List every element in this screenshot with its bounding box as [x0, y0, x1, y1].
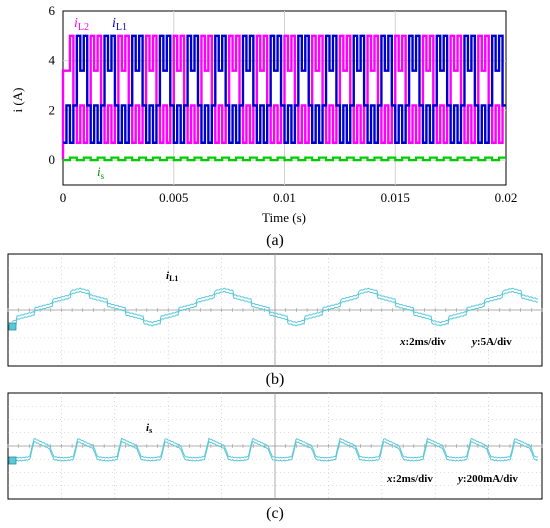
- scope-b-x-scale: x:2ms/div: [399, 336, 446, 348]
- plot-a-series: [61, 34, 506, 162]
- panel-b: iL1 x:2ms/div y:5A/div (b): [7, 253, 543, 388]
- plot-a-y-ticks: 0 2 4 6: [49, 3, 56, 167]
- scope-b-trace-upper: [11, 287, 539, 324]
- x-tick-label: 0: [60, 190, 67, 205]
- scope-c-x-scale: x:2ms/div: [386, 473, 433, 485]
- series-is: [61, 156, 506, 162]
- caption-b: (b): [266, 371, 285, 388]
- scope-c-ground-marker: [8, 456, 17, 465]
- caption-a: (a): [266, 232, 284, 249]
- caption-c: (c): [266, 505, 284, 522]
- scope-c-trace-label: is: [146, 422, 152, 435]
- x-tick-label: 0.01: [273, 190, 296, 205]
- x-tick-label: 0.02: [495, 190, 518, 205]
- x-tick-label: 0.015: [381, 190, 410, 205]
- panel-c: is x:2ms/div y:200mA/div (c): [7, 392, 543, 522]
- label-is: is: [97, 164, 105, 181]
- y-tick-label: 6: [49, 3, 56, 18]
- y-tick-label: 0: [49, 152, 56, 167]
- scope-b-ground-marker: [8, 322, 17, 331]
- scope-b-y-scale: y:5A/div: [470, 336, 512, 348]
- scope-b-trace: [11, 287, 539, 327]
- scope-c-trace-lower: [11, 440, 539, 462]
- scope-c-trace-upper: [11, 437, 539, 459]
- label-iL2: iL2: [74, 16, 89, 33]
- y-tick-label: 4: [49, 53, 56, 68]
- scope-c-trace: [11, 437, 539, 462]
- plot-a-x-ticks: 0 0.005 0.01 0.015 0.02: [60, 190, 518, 205]
- plot-a-ylabel: i (A): [10, 88, 25, 113]
- scope-c-y-scale: y:200mA/div: [456, 473, 518, 485]
- scope-b-trace-label: iL1: [166, 270, 178, 283]
- series-iL1: [63, 34, 506, 144]
- scope-b-trace-lower: [11, 290, 539, 327]
- scope-b-grid: [7, 254, 543, 366]
- y-tick-label: 2: [49, 102, 56, 117]
- plot-a-xlabel: Time (s): [262, 210, 306, 225]
- x-tick-label: 0.005: [159, 190, 188, 205]
- label-iL1: iL1: [112, 16, 127, 33]
